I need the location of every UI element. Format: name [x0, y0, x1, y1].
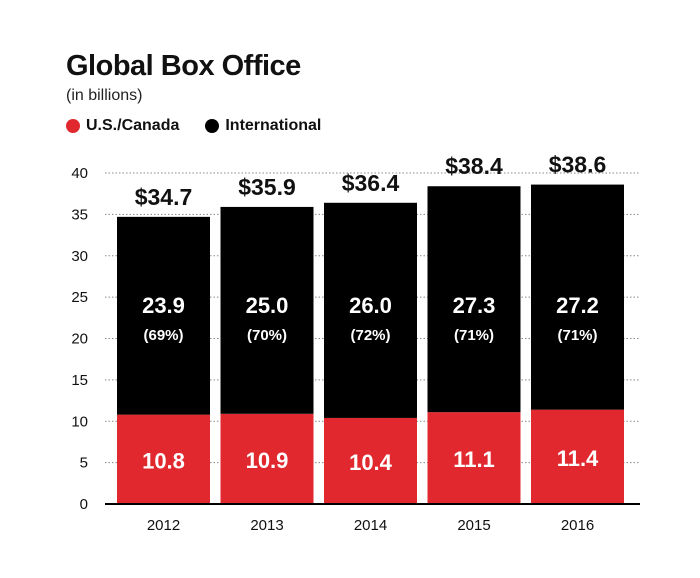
- international-value-label: 25.0: [246, 293, 289, 318]
- legend: U.S./Canada International: [66, 118, 347, 134]
- total-label: $38.4: [445, 153, 503, 179]
- international-share-label: (70%): [247, 327, 287, 344]
- y-tick-label: 25: [71, 289, 88, 306]
- bar-us-canada: [220, 413, 314, 504]
- legend-item-international: International: [205, 118, 321, 134]
- y-tick-label: 10: [71, 413, 88, 430]
- international-share-label: (69%): [143, 327, 183, 344]
- international-share-label: (71%): [557, 327, 597, 344]
- us-canada-swatch-icon: [66, 119, 80, 133]
- bar-us-canada: [324, 417, 417, 504]
- total-label: $38.6: [549, 152, 607, 178]
- international-swatch-icon: [205, 119, 220, 133]
- total-label: $35.9: [238, 174, 296, 200]
- y-tick-label: 30: [71, 248, 88, 265]
- bar-us-canada: [117, 414, 210, 504]
- chart-title: Global Box Office: [66, 50, 301, 82]
- international-value-label: 23.9: [142, 293, 185, 318]
- y-tick-label: 35: [71, 206, 88, 223]
- international-value-label: 27.3: [453, 293, 496, 318]
- international-value-label: 27.2: [556, 293, 599, 318]
- international-share-label: (72%): [350, 327, 390, 344]
- bar-international: [531, 184, 624, 410]
- total-label: $34.7: [135, 184, 193, 210]
- x-tick-label: 2014: [354, 517, 387, 534]
- us-canada-value-label: 11.1: [453, 447, 495, 472]
- bar-us-canada: [427, 412, 521, 504]
- legend-label-international: International: [225, 117, 322, 134]
- bar-international: [220, 206, 314, 414]
- bar-international: [427, 186, 521, 413]
- y-tick-label: 20: [71, 331, 88, 348]
- us-canada-value-label: 11.4: [557, 446, 599, 471]
- total-label: $36.4: [342, 170, 400, 196]
- us-canada-value-label: 10.8: [142, 448, 185, 473]
- legend-label-us-canada: U.S./Canada: [86, 117, 180, 134]
- international-share-label: (71%): [454, 327, 494, 344]
- bar-international: [324, 202, 417, 418]
- y-tick-label: 15: [71, 372, 88, 389]
- international-value-label: 26.0: [349, 293, 392, 318]
- y-tick-label: 5: [80, 455, 88, 472]
- x-tick-label: 2013: [250, 517, 283, 534]
- bar-international: [117, 216, 210, 415]
- us-canada-value-label: 10.4: [349, 450, 393, 475]
- us-canada-value-label: 10.9: [246, 448, 289, 473]
- x-tick-label: 2012: [147, 517, 180, 534]
- chart-subtitle: (in billions): [66, 87, 143, 104]
- y-tick-label: 40: [71, 165, 88, 182]
- bar-us-canada: [531, 409, 624, 504]
- x-tick-label: 2015: [457, 517, 490, 534]
- x-tick-label: 2016: [561, 517, 594, 534]
- legend-item-us-canada: U.S./Canada: [66, 118, 179, 134]
- y-tick-label: 0: [80, 496, 88, 513]
